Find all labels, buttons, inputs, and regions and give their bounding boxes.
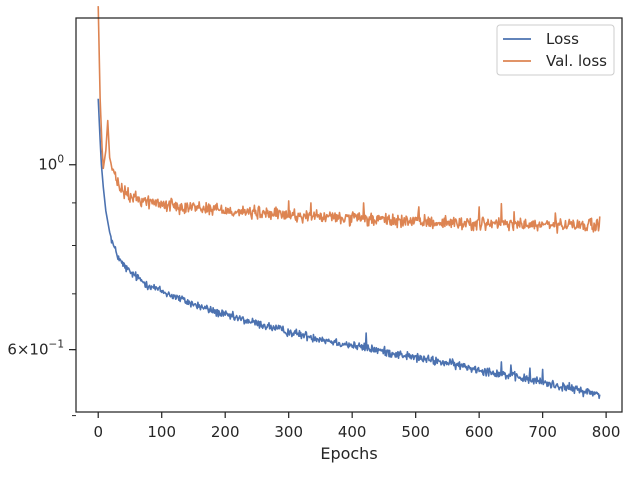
series-line-loss <box>97 98 601 400</box>
x-tick-label: 500 <box>401 423 430 441</box>
x-tick-label: 600 <box>465 423 494 441</box>
plot-frame <box>75 17 623 413</box>
x-tick-label: 300 <box>274 423 303 441</box>
series-layer <box>97 6 601 400</box>
x-axis-ticks: 0 100 200 300 400 500 600 700 800 <box>93 412 620 441</box>
y-axis-ticks: 100 6×10−1 <box>7 154 76 417</box>
series-line-val-loss <box>97 6 601 234</box>
x-tick-label: 100 <box>147 423 176 441</box>
legend-label: Loss <box>546 30 579 48</box>
y-tick-label: 6×10−1 <box>7 339 64 359</box>
x-tick-label: 400 <box>338 423 367 441</box>
y-tick-label: 100 <box>38 154 64 174</box>
x-tick-label: 700 <box>528 423 557 441</box>
x-tick-label: 200 <box>211 423 240 441</box>
x-axis-label: Epochs <box>320 444 377 463</box>
legend-label: Val. loss <box>546 52 607 70</box>
x-tick-label: 0 <box>93 423 103 441</box>
legend-box <box>496 24 615 76</box>
x-tick-label: 800 <box>592 423 621 441</box>
legend: Loss Val. loss <box>496 24 615 76</box>
